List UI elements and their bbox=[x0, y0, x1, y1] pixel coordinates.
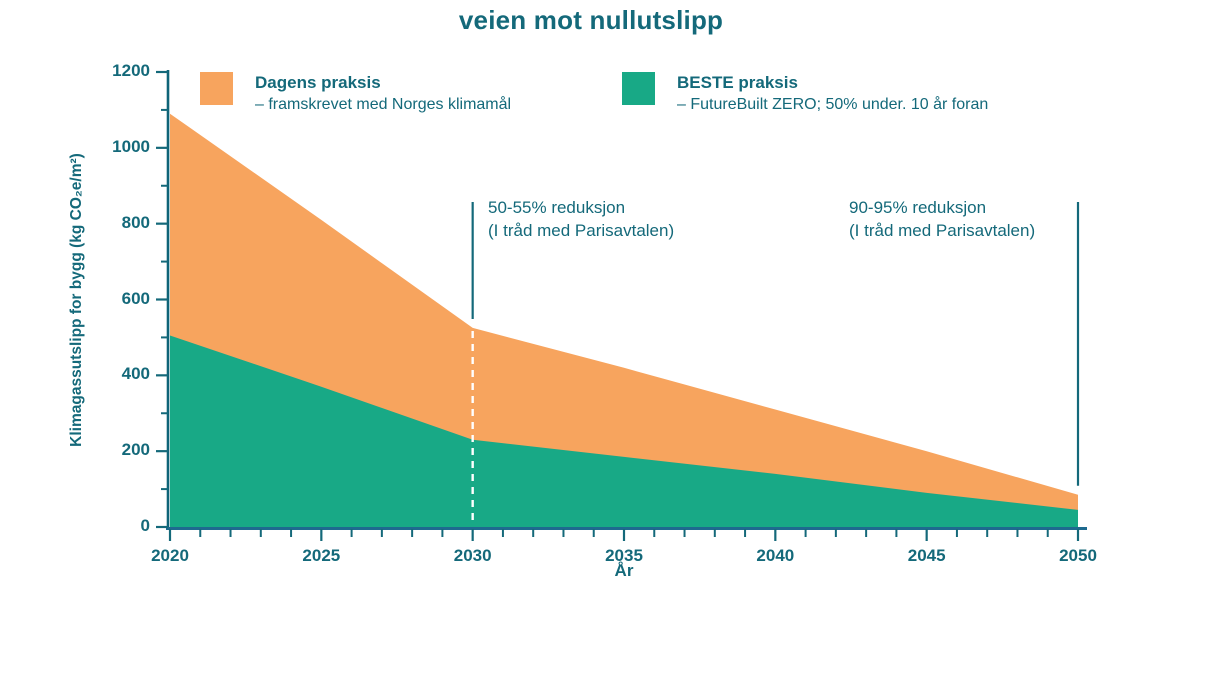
legend-label-beste: BESTE praksis bbox=[677, 73, 798, 92]
x-axis-title: År bbox=[614, 561, 634, 580]
y-tick-label-200: 200 bbox=[121, 440, 150, 460]
annotation-2030-reduction: 50-55% reduksjon (I tråd med Parisavtale… bbox=[488, 196, 674, 242]
y-tick-label-0: 0 bbox=[140, 516, 150, 535]
annotation-2030-line2: (I tråd med Parisavtalen) bbox=[488, 221, 675, 240]
annotation-2050-line1: 90-95% reduksjon bbox=[849, 198, 987, 217]
legend-desc-beste: – FutureBuilt ZERO; 50% under. 10 år for… bbox=[677, 96, 989, 113]
y-tick-label-1200: 1200 bbox=[112, 61, 150, 80]
x-tick-label-2025: 2025 bbox=[302, 546, 341, 565]
x-tick-label-2030: 2030 bbox=[453, 546, 492, 565]
x-tick-label-2035: 2035 bbox=[605, 546, 643, 565]
y-tick-label-400: 400 bbox=[121, 364, 150, 384]
legend-text-beste: BESTE praksis – FutureBuilt ZERO; 50% un… bbox=[677, 72, 988, 116]
legend-swatch-green bbox=[622, 72, 655, 105]
legend-text-dagens: Dagens praksis – framskrevet med Norges … bbox=[255, 72, 511, 116]
y-tick-label-800: 800 bbox=[121, 212, 150, 232]
y-axis-title: Klimagassutslipp for bygg (kg CO₂e/m²) bbox=[68, 153, 85, 447]
legend-swatch-orange bbox=[200, 72, 233, 105]
legend-item-dagens-praksis: Dagens praksis – framskrevet med Norges … bbox=[200, 72, 511, 116]
y-tick-label-600: 600 bbox=[121, 288, 150, 308]
y-tick-label-1000: 1000 bbox=[112, 136, 150, 156]
legend-desc-dagens: – framskrevet med Norges klimamål bbox=[255, 96, 512, 113]
area-series-1 bbox=[170, 335, 1078, 527]
legend-label-dagens: Dagens praksis bbox=[255, 73, 381, 92]
annotation-2050-reduction: 90-95% reduksjon (I tråd med Parisavtale… bbox=[849, 196, 1035, 242]
legend-item-beste-praksis: BESTE praksis – FutureBuilt ZERO; 50% un… bbox=[622, 72, 988, 116]
x-tick-label-2020: 2020 bbox=[151, 546, 189, 565]
x-tick-label-2040: 2040 bbox=[756, 546, 795, 565]
annotation-2050-line2: (I tråd med Parisavtalen) bbox=[849, 221, 1036, 240]
annotation-2030-line1: 50-55% reduksjon bbox=[488, 198, 626, 217]
chart-title: veien mot nullutslipp bbox=[458, 5, 724, 35]
x-tick-label-2050: 2050 bbox=[1059, 546, 1097, 565]
x-tick-label-2045: 2045 bbox=[907, 546, 946, 565]
